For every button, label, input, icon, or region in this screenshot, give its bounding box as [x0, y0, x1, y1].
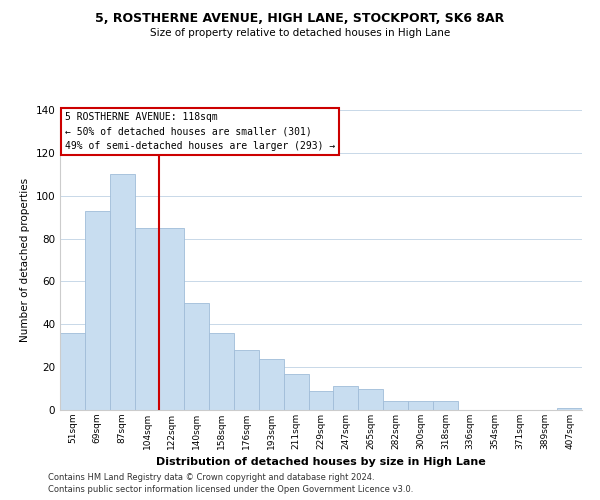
- Text: Contains HM Land Registry data © Crown copyright and database right 2024.: Contains HM Land Registry data © Crown c…: [48, 472, 374, 482]
- Bar: [433, 402, 458, 410]
- Bar: [308, 390, 334, 410]
- Bar: [85, 210, 110, 410]
- Text: Contains public sector information licensed under the Open Government Licence v3: Contains public sector information licen…: [48, 485, 413, 494]
- Bar: [134, 228, 160, 410]
- Y-axis label: Number of detached properties: Number of detached properties: [20, 178, 30, 342]
- Bar: [334, 386, 358, 410]
- X-axis label: Distribution of detached houses by size in High Lane: Distribution of detached houses by size …: [156, 458, 486, 468]
- Bar: [60, 333, 85, 410]
- Bar: [234, 350, 259, 410]
- Bar: [383, 402, 408, 410]
- Bar: [557, 408, 582, 410]
- Text: 5 ROSTHERNE AVENUE: 118sqm
← 50% of detached houses are smaller (301)
49% of sem: 5 ROSTHERNE AVENUE: 118sqm ← 50% of deta…: [65, 112, 335, 151]
- Bar: [259, 358, 284, 410]
- Bar: [284, 374, 308, 410]
- Bar: [209, 333, 234, 410]
- Text: 5, ROSTHERNE AVENUE, HIGH LANE, STOCKPORT, SK6 8AR: 5, ROSTHERNE AVENUE, HIGH LANE, STOCKPOR…: [95, 12, 505, 26]
- Bar: [110, 174, 134, 410]
- Bar: [358, 388, 383, 410]
- Bar: [408, 402, 433, 410]
- Text: Size of property relative to detached houses in High Lane: Size of property relative to detached ho…: [150, 28, 450, 38]
- Bar: [184, 303, 209, 410]
- Bar: [160, 228, 184, 410]
